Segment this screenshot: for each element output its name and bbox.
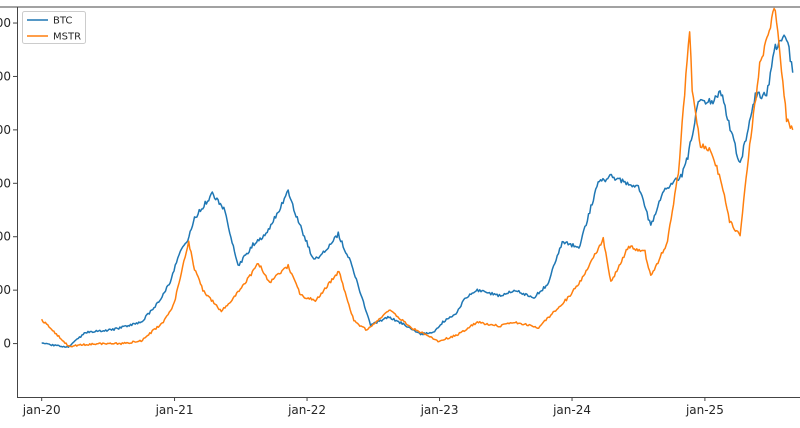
legend-label-btc: BTC — [53, 16, 72, 27]
x-axis: jan-20 jan-21 jan-22 jan-23 jan-24 jan-25 — [22, 397, 724, 417]
y-tick-label: 00 — [0, 230, 11, 244]
x-tick-label: jan-22 — [287, 403, 326, 417]
y-tick-label: 00 — [0, 283, 11, 297]
y-tick-label: 00 — [0, 16, 11, 30]
y-tick-label: 00 — [0, 123, 11, 137]
series-layer — [40, 7, 794, 348]
x-tick-label: jan-20 — [22, 403, 61, 417]
x-tick-label: jan-23 — [420, 403, 459, 417]
y-tick-label: 00 — [0, 176, 11, 190]
x-tick-label: jan-24 — [552, 403, 591, 417]
series-line-mstr — [40, 7, 794, 348]
y-tick-label: 0 — [3, 337, 11, 351]
plot-area — [0, 7, 800, 397]
y-axis: 0000000000000 — [0, 16, 17, 351]
x-tick-label: jan-25 — [685, 403, 724, 417]
series-line-btc — [41, 34, 794, 348]
legend: BTC MSTR — [22, 11, 86, 44]
legend-label-mstr: MSTR — [53, 32, 81, 43]
y-tick-label: 00 — [0, 69, 11, 83]
x-tick-label: jan-21 — [155, 403, 194, 417]
